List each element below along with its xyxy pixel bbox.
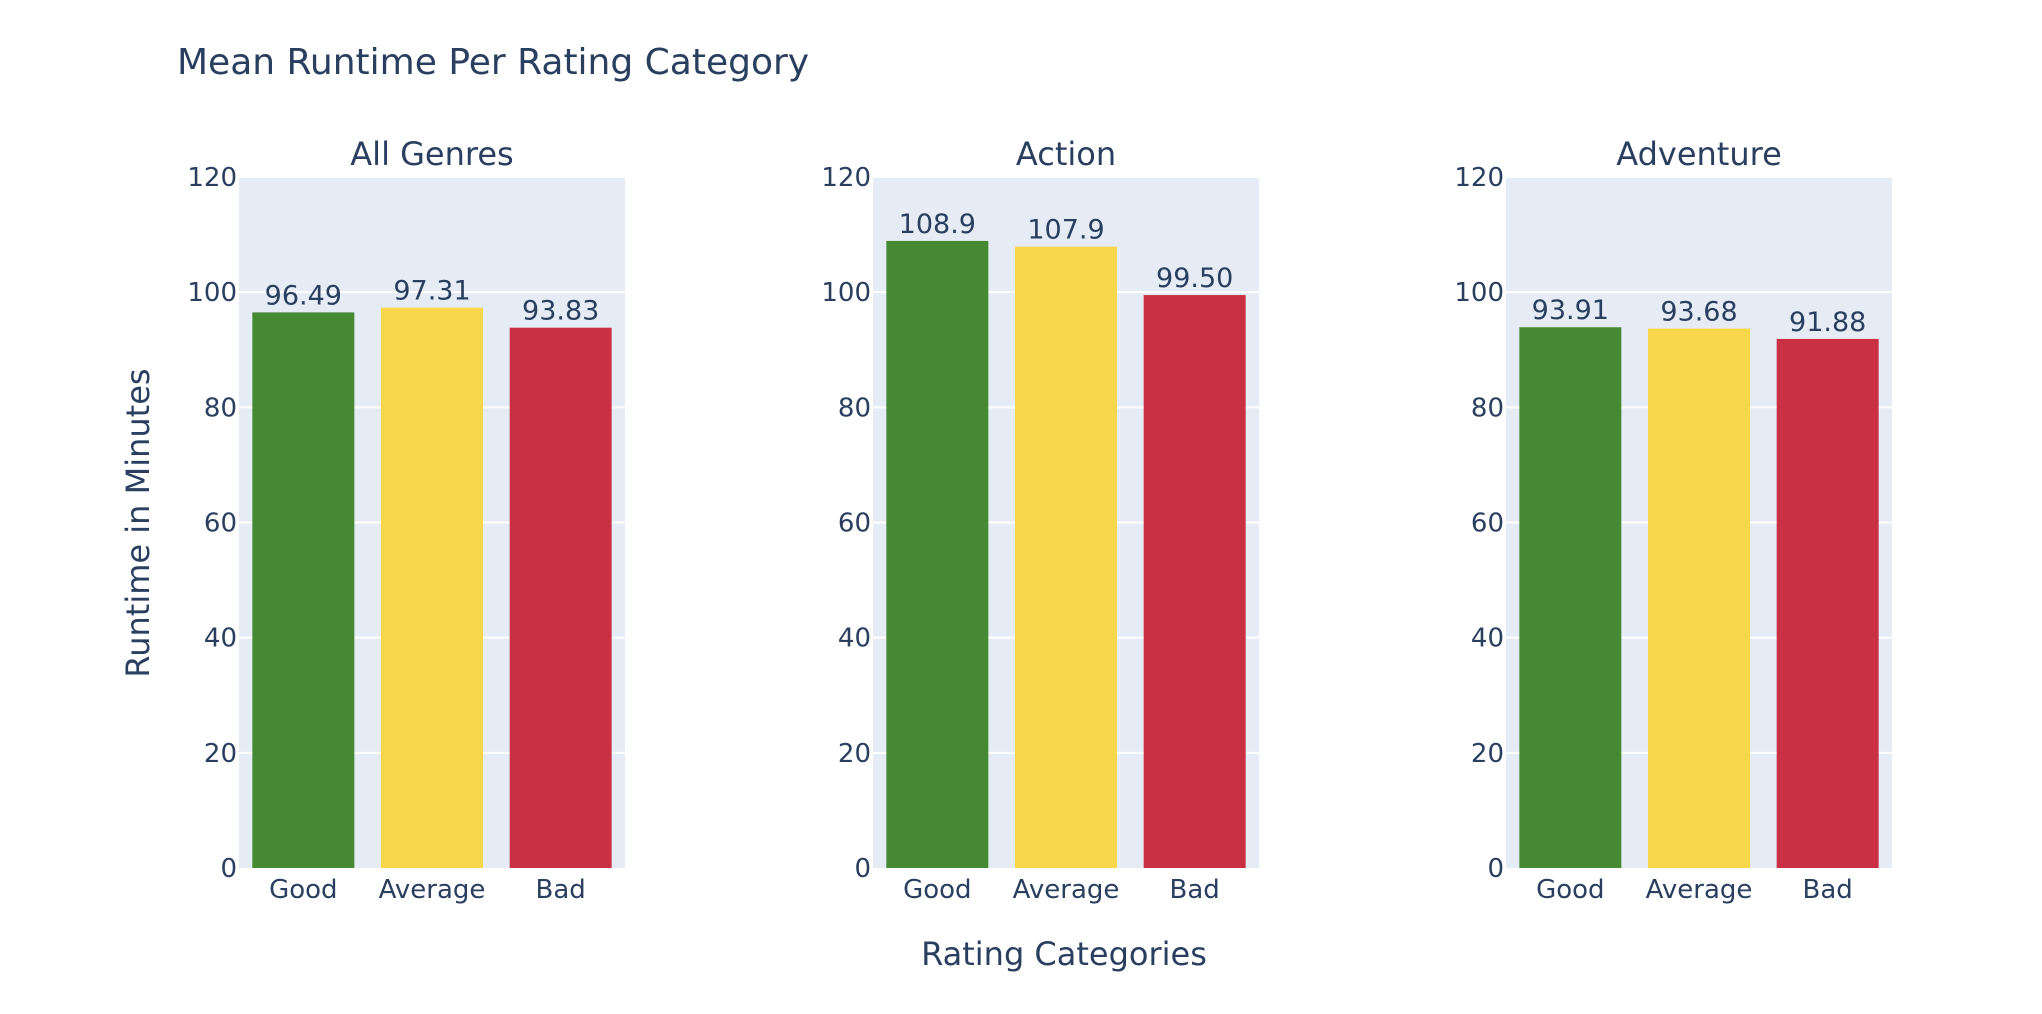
y-tick-label: 120 (821, 163, 871, 193)
x-tick-label: Good (903, 875, 971, 905)
bar-bad (1143, 295, 1246, 868)
bar-value-label: 97.31 (393, 276, 470, 307)
bar-value-label: 108.9 (899, 209, 976, 240)
x-tick-label: Average (1013, 875, 1120, 905)
y-tick-label: 100 (821, 278, 871, 308)
bar-value-label: 93.83 (522, 296, 599, 327)
y-tick-label: 100 (187, 278, 237, 308)
y-tick-label: 40 (838, 624, 871, 654)
bar-good (1519, 327, 1622, 868)
y-tick-label: 60 (204, 509, 237, 539)
bar-average (1015, 246, 1117, 868)
subplot-title: Action (1016, 135, 1116, 173)
y-axis-title: Runtime in Minutes (119, 368, 157, 677)
bar-average (1648, 328, 1750, 868)
chart-title: Mean Runtime Per Rating Category (177, 42, 809, 83)
bar-value-label: 107.9 (1027, 215, 1104, 246)
subplot-title: All Genres (350, 135, 513, 173)
subplot-2: 0 20 40 60 80 100 120 108.9 Good 107.9 Average 99.5… (821, 135, 1259, 905)
y-tick-label: 120 (1454, 163, 1504, 193)
x-tick-label: Good (1536, 875, 1604, 905)
y-tick-label: 0 (854, 854, 871, 884)
x-tick-label: Bad (536, 875, 586, 905)
y-tick-label: 20 (204, 739, 237, 769)
bar-good (886, 240, 989, 869)
y-tick-label: 80 (838, 393, 871, 423)
y-tick-label: 0 (220, 854, 237, 884)
x-tick-label: Bad (1170, 875, 1220, 905)
x-tick-label: Good (269, 875, 337, 905)
y-tick-label: 40 (204, 624, 237, 654)
y-tick-label: 20 (1471, 739, 1504, 769)
subplot-title: Adventure (1616, 135, 1782, 173)
y-tick-label: 0 (1487, 854, 1504, 884)
x-axis-title: Rating Categories (921, 935, 1207, 973)
y-tick-label: 60 (1471, 509, 1504, 539)
y-tick-label: 20 (838, 739, 871, 769)
bar-value-label: 93.91 (1532, 295, 1609, 326)
y-tick-label: 80 (204, 393, 237, 423)
x-tick-label: Average (1646, 875, 1753, 905)
bar-average (381, 307, 483, 868)
y-tick-label: 60 (838, 509, 871, 539)
bar-value-label: 99.50 (1156, 263, 1233, 294)
bar-value-label: 91.88 (1789, 307, 1866, 338)
subplot-1: 0 20 40 60 80 100 120 96.49 Good 97.31 Average 93.8… (187, 135, 625, 905)
y-tick-label: 80 (1471, 393, 1504, 423)
x-tick-label: Bad (1803, 875, 1853, 905)
y-tick-label: 40 (1471, 624, 1504, 654)
y-tick-label: 100 (1454, 278, 1504, 308)
x-tick-label: Average (379, 875, 486, 905)
bar-bad (509, 327, 612, 869)
y-tick-label: 120 (187, 163, 237, 193)
bar-good (252, 312, 355, 868)
subplot-panels: 0 20 40 60 80 100 120 96.49 Good 97.31 Average 93.8… (187, 135, 1892, 905)
subplot-3: 0 20 40 60 80 100 120 93.91 Good 93.68 Average 91.8… (1454, 135, 1892, 905)
bar-value-label: 93.68 (1660, 297, 1737, 328)
bar-bad (1776, 338, 1879, 869)
bar-value-label: 96.49 (265, 280, 342, 311)
